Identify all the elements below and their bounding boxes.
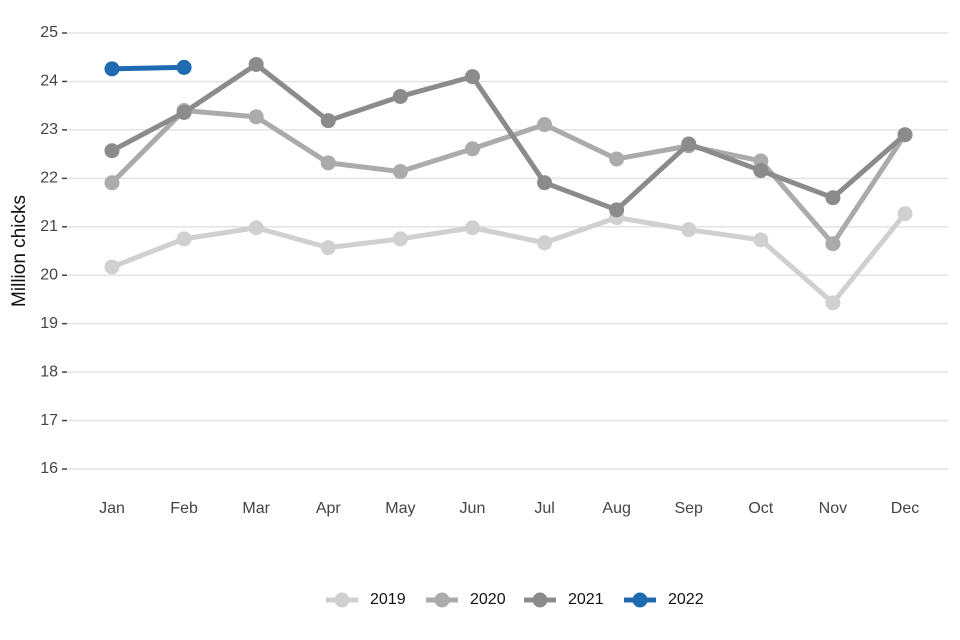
- y-tick-label: 22: [40, 170, 58, 187]
- series-line: [111, 212, 907, 306]
- point: [392, 231, 408, 247]
- point: [681, 136, 697, 152]
- y-tick-label: 24: [40, 73, 58, 90]
- point: [825, 236, 841, 252]
- point: [537, 117, 553, 133]
- point: [392, 164, 408, 180]
- x-tick-label: Dec: [891, 500, 919, 517]
- point: [825, 295, 841, 311]
- point: [897, 206, 913, 222]
- legend-label: 2021: [568, 591, 604, 608]
- point: [825, 190, 841, 206]
- point: [609, 202, 625, 218]
- x-tick-label: Jan: [99, 500, 125, 517]
- x-tick-label: Sep: [674, 500, 703, 517]
- x-tick-label: Mar: [242, 500, 270, 517]
- point: [104, 61, 120, 77]
- series-line: [111, 64, 185, 72]
- point: [897, 127, 913, 143]
- legend-label: 2022: [668, 591, 704, 608]
- y-tick-label: 16: [40, 460, 58, 477]
- point: [176, 231, 192, 247]
- point: [320, 113, 336, 129]
- y-tick-label: 17: [40, 412, 58, 429]
- legend-swatch: [334, 592, 350, 608]
- point: [464, 69, 480, 85]
- point: [248, 109, 264, 125]
- point: [248, 220, 264, 236]
- point: [464, 220, 480, 236]
- y-tick-label: 20: [40, 266, 58, 283]
- point: [104, 259, 120, 275]
- point: [104, 175, 120, 191]
- point: [320, 240, 336, 256]
- x-tick-label: Apr: [316, 500, 342, 517]
- x-tick-label: Jul: [534, 500, 554, 517]
- legend-swatch: [434, 592, 450, 608]
- point: [609, 151, 625, 167]
- point: [392, 88, 408, 104]
- point: [537, 175, 553, 191]
- point: [248, 56, 264, 72]
- point: [104, 143, 120, 159]
- y-tick-label: 21: [40, 218, 58, 235]
- x-tick-label: May: [385, 500, 415, 517]
- legend-label: 2019: [370, 591, 406, 608]
- y-tick-label: 18: [40, 363, 58, 380]
- y-tick-label: 23: [40, 121, 58, 138]
- point: [176, 104, 192, 120]
- point: [537, 235, 553, 251]
- legend-label: 2020: [470, 591, 506, 608]
- legend-swatch: [532, 592, 548, 608]
- point: [681, 222, 697, 238]
- point: [753, 163, 769, 179]
- x-tick-label: Aug: [602, 500, 630, 517]
- x-tick-label: Jun: [460, 500, 486, 517]
- point: [176, 59, 192, 75]
- point: [464, 141, 480, 157]
- x-tick-label: Nov: [819, 500, 847, 517]
- series-line: [110, 61, 907, 213]
- legend-swatch: [632, 592, 648, 608]
- x-tick-label: Oct: [748, 500, 773, 517]
- y-axis-label: Million chicks: [9, 195, 30, 307]
- y-tick-label: 25: [40, 24, 58, 41]
- y-tick-label: 19: [40, 315, 58, 332]
- point: [753, 232, 769, 248]
- x-tick-label: Feb: [170, 500, 198, 517]
- point: [320, 155, 336, 171]
